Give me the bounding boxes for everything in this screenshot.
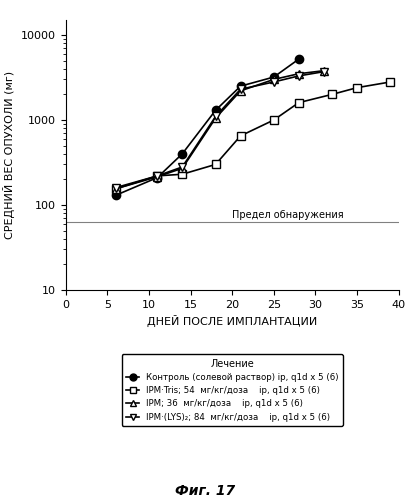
Legend: Контроль (солевой раствор) ip, q1d x 5 (6), IPM·Tris; 54  мг/кг/доза    ip, q1d : Контроль (солевой раствор) ip, q1d x 5 (… (122, 354, 343, 426)
Text: Предел обнаружения: Предел обнаружения (232, 210, 344, 220)
Y-axis label: СРЕДНИЙ ВЕС ОПУХОЛИ (мг): СРЕДНИЙ ВЕС ОПУХОЛИ (мг) (3, 71, 16, 239)
Text: Фиг. 17: Фиг. 17 (175, 484, 236, 498)
X-axis label: ДНЕЙ ПОСЛЕ ИМПЛАНТАЦИИ: ДНЕЙ ПОСЛЕ ИМПЛАНТАЦИИ (147, 316, 317, 328)
